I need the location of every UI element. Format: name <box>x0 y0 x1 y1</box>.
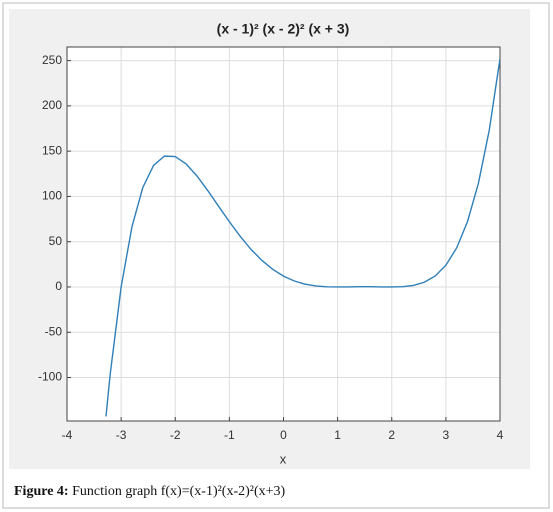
axes-box <box>66 46 501 422</box>
chart-title: (x - 1)² (x - 2)² (x + 3) <box>217 21 350 37</box>
line-series <box>105 58 500 417</box>
y-tick-label: 200 <box>42 98 62 112</box>
x-tick-label: -3 <box>116 428 127 442</box>
y-tick-label: 250 <box>42 53 62 67</box>
y-tick-label: 100 <box>42 189 62 203</box>
x-tick-label: -4 <box>62 428 73 442</box>
caption-label: Figure 4: <box>14 484 69 499</box>
y-tick-label: 0 <box>55 279 62 293</box>
x-tick-label: 1 <box>334 428 341 442</box>
x-tick-label: -2 <box>170 428 181 442</box>
x-tick-label: 0 <box>280 428 287 442</box>
x-tick-label: 3 <box>443 428 450 442</box>
x-axis-label: x <box>280 451 287 466</box>
y-tick-label: -50 <box>45 324 63 338</box>
y-tick-label: 150 <box>42 143 62 157</box>
caption: Figure 4: Function graph f(x)=(x-1)²(x-2… <box>14 484 285 500</box>
x-tick-label: 2 <box>388 428 395 442</box>
x-tick-label: 4 <box>497 428 504 442</box>
y-tick-label: 50 <box>49 234 63 248</box>
caption-text: Function graph f(x)=(x-1)²(x-2)²(x+3) <box>72 484 286 499</box>
y-tick-label: -100 <box>38 370 62 384</box>
x-tick-label: -1 <box>224 428 235 442</box>
